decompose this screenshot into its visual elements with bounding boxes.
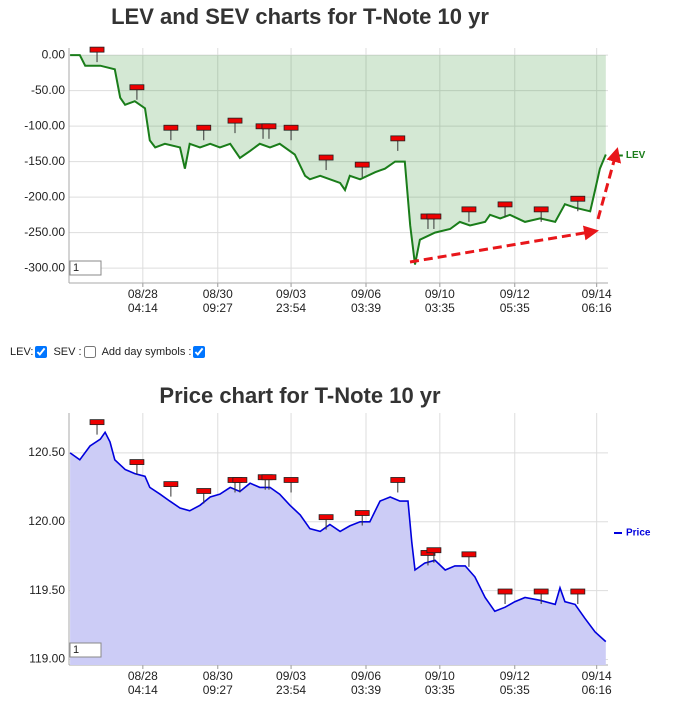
sev-marker xyxy=(461,551,477,558)
sev-marker xyxy=(570,588,586,595)
x-tick-label: 09/03 23:54 xyxy=(276,669,306,697)
x-tick-label: 09/06 03:39 xyxy=(351,287,381,315)
series-area xyxy=(70,432,606,665)
x-tick-label: 09/10 03:35 xyxy=(425,287,455,315)
sev-marker xyxy=(283,477,299,483)
sev-marker xyxy=(318,514,334,521)
x-tick-label: 09/03 23:54 xyxy=(276,287,306,315)
x-tick-label: 09/12 05:35 xyxy=(500,669,530,697)
controls: LEV: SEV : Add day symbols : xyxy=(10,346,209,358)
zoom-input xyxy=(69,260,102,276)
sev-marker xyxy=(354,161,370,168)
sev-marker xyxy=(533,206,549,213)
sev-marker xyxy=(426,547,442,554)
sev-marker xyxy=(533,588,549,595)
sev-marker xyxy=(570,195,586,202)
legend-label: LEV xyxy=(626,150,646,161)
zoom-input xyxy=(69,642,102,658)
sev-marker xyxy=(89,46,105,53)
sev-marker xyxy=(426,213,442,220)
control: LEV: xyxy=(10,346,49,358)
sev-marker xyxy=(390,477,406,483)
sev-marker xyxy=(261,123,277,130)
sev-marker xyxy=(232,477,248,483)
series-line xyxy=(69,430,607,643)
chart-title: Price chart for T-Note 10 yr xyxy=(159,383,441,408)
sev-marker xyxy=(89,419,105,426)
control-label: Add day symbols : xyxy=(101,346,192,358)
checkbox[interactable] xyxy=(35,346,48,358)
x-tick-label: 09/14 06:16 xyxy=(582,287,612,315)
x-tick-label: 08/28 04:14 xyxy=(128,669,158,697)
sev-marker xyxy=(318,154,334,161)
control-label: LEV: xyxy=(10,346,34,358)
sev-marker xyxy=(497,588,513,595)
sev-marker xyxy=(196,124,212,131)
sev-marker xyxy=(283,124,299,131)
x-tick-label: 09/10 03:35 xyxy=(425,669,455,697)
y-tick-label: 120.00 xyxy=(28,514,65,528)
x-tick-label: 08/30 09:27 xyxy=(203,669,233,697)
plot-area xyxy=(69,48,608,283)
y-tick-label: 120.50 xyxy=(28,445,65,459)
sev-marker xyxy=(261,474,277,481)
sev-marker xyxy=(129,459,145,465)
checkbox[interactable] xyxy=(193,346,206,358)
chart-title: LEV and SEV charts for T-Note 10 yr xyxy=(111,4,489,29)
x-tick-label: 08/30 09:27 xyxy=(203,287,233,315)
checkbox[interactable] xyxy=(83,346,96,358)
y-tick-label: -200.00 xyxy=(24,189,65,203)
control: SEV : xyxy=(53,346,97,358)
sev-marker xyxy=(163,481,179,488)
legend-label: Price xyxy=(626,528,651,539)
x-tick-label: 09/14 06:16 xyxy=(582,669,612,697)
sev-marker xyxy=(390,135,406,142)
y-tick-label: 0.00 xyxy=(42,47,66,61)
y-tick-label: -250.00 xyxy=(24,225,65,239)
sev-marker xyxy=(497,201,513,208)
sev-marker xyxy=(354,510,370,516)
x-tick-label: 09/06 03:39 xyxy=(351,669,381,697)
y-tick-label: 119.00 xyxy=(29,652,65,666)
sev-marker xyxy=(163,124,179,131)
y-tick-label: -300.00 xyxy=(24,260,65,274)
sev-marker xyxy=(129,84,145,91)
x-tick-label: 08/28 04:14 xyxy=(128,287,158,315)
y-tick-label: -100.00 xyxy=(24,118,65,132)
control: Add day symbols : xyxy=(102,346,208,358)
control-label: SEV : xyxy=(53,346,82,358)
sev-marker xyxy=(196,488,212,494)
zoom-input-value: 1 xyxy=(73,262,79,274)
y-tick-label: -50.00 xyxy=(31,83,65,97)
annotation-arrow xyxy=(596,147,622,220)
y-tick-label: 119.50 xyxy=(29,583,65,597)
sev-marker xyxy=(461,206,477,213)
zoom-input-value: 1 xyxy=(73,644,79,656)
x-tick-label: 09/12 05:35 xyxy=(500,287,530,315)
sev-marker xyxy=(227,117,243,124)
series-line xyxy=(70,54,607,265)
y-tick-label: -150.00 xyxy=(24,154,65,168)
annotation-arrow xyxy=(409,225,599,264)
